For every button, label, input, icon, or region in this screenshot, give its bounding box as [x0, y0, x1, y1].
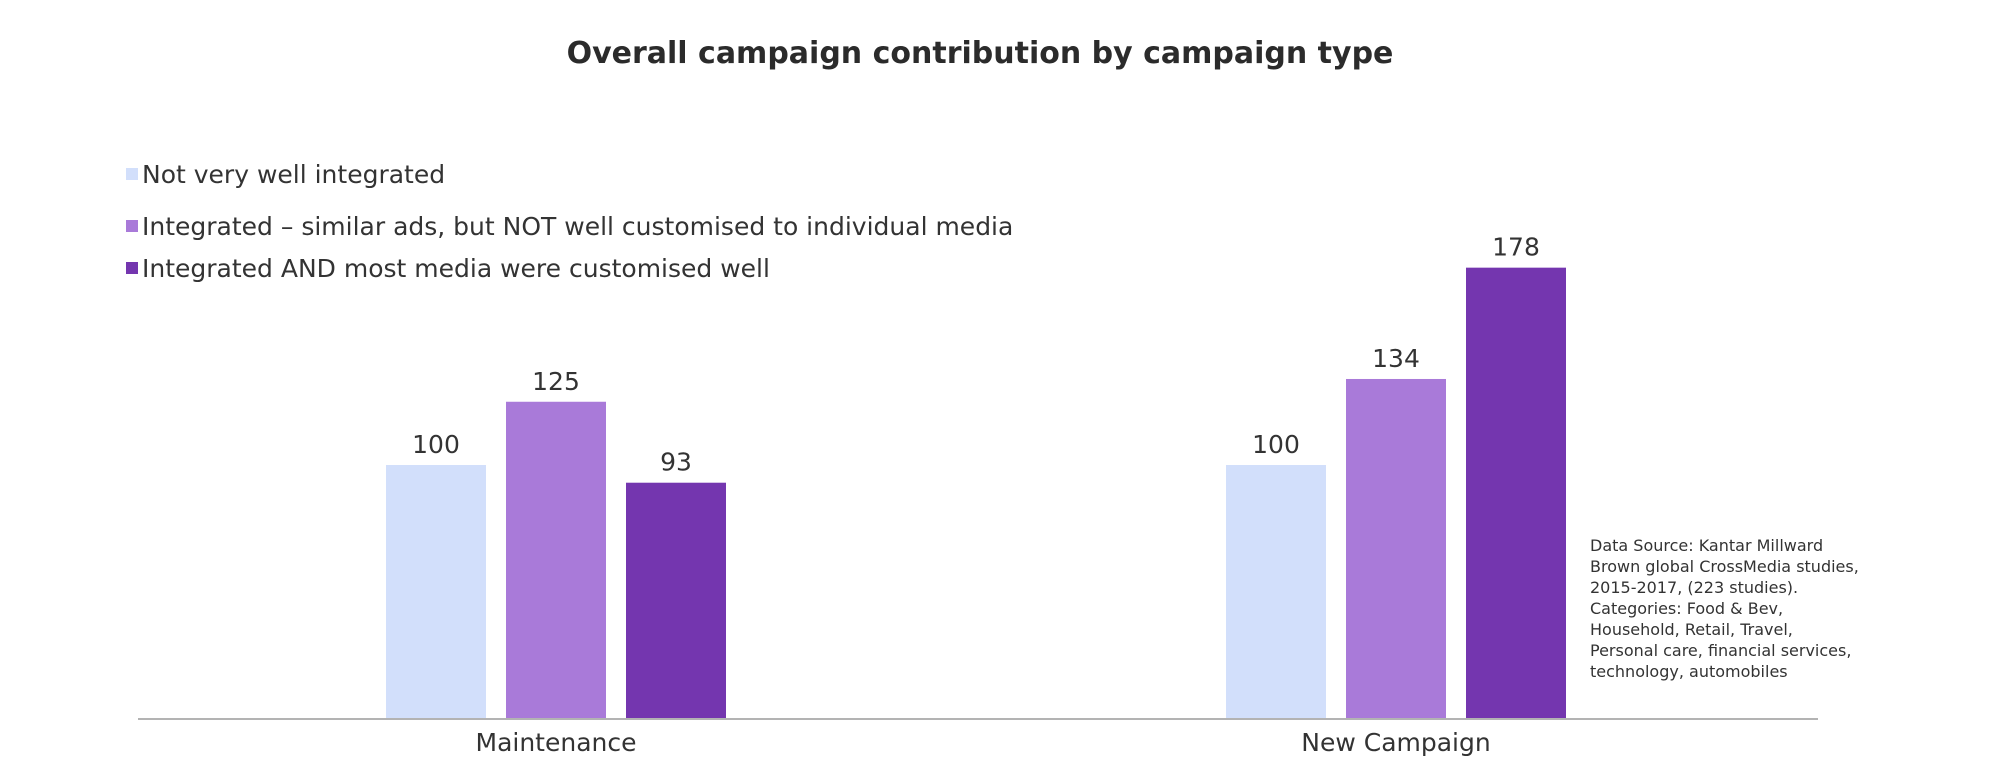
- bar-new-campaign-series-3: [1466, 267, 1566, 718]
- legend-item-integrated-similar: Integrated – similar ads, but NOT well c…: [126, 212, 1013, 241]
- source-line: technology, automobiles: [1590, 662, 1788, 681]
- legend-swatch-integrated-similar: [126, 220, 138, 232]
- bar-maintenance-series-3: [626, 482, 726, 718]
- source-line: Data Source: Kantar Millward: [1590, 536, 1824, 555]
- category-label-new-campaign: New Campaign: [1301, 728, 1490, 757]
- legend-swatch-integrated-customised: [126, 262, 138, 274]
- bar-maintenance-series-2: [506, 401, 606, 718]
- data-label-maintenance-series-3: 93: [660, 448, 692, 477]
- chart-title: Overall campaign contribution by campaig…: [566, 36, 1394, 71]
- data-label-new-campaign-series-3: 178: [1492, 233, 1540, 262]
- data-source-note: Data Source: Kantar Millward Brown globa…: [1590, 535, 1890, 682]
- legend-item-not-integrated: Not very well integrated: [126, 160, 445, 189]
- category-label-maintenance: Maintenance: [476, 728, 637, 757]
- source-line: Household, Retail, Travel,: [1590, 620, 1793, 639]
- data-label-new-campaign-series-2: 134: [1372, 344, 1420, 373]
- legend-label-integrated-similar: Integrated – similar ads, but NOT well c…: [142, 212, 1014, 241]
- bar-new-campaign-series-1: [1226, 465, 1326, 718]
- bar-new-campaign-series-2: [1346, 378, 1446, 718]
- legend-label-integrated-customised: Integrated AND most media were customise…: [142, 254, 770, 283]
- legend-label-not-integrated: Not very well integrated: [142, 160, 446, 189]
- data-label-new-campaign-series-1: 100: [1252, 430, 1300, 459]
- bar-maintenance-series-1: [386, 465, 486, 718]
- source-line: Categories: Food & Bev,: [1590, 599, 1784, 618]
- legend-item-integrated-customised: Integrated AND most media were customise…: [126, 254, 770, 283]
- source-line: Personal care, financial services,: [1590, 641, 1852, 660]
- source-line: Brown global CrossMedia studies,: [1590, 557, 1859, 576]
- data-label-maintenance-series-2: 125: [532, 367, 580, 396]
- source-line: 2015-2017, (223 studies).: [1590, 578, 1799, 597]
- legend-swatch-not-integrated: [126, 168, 138, 180]
- data-label-maintenance-series-1: 100: [412, 430, 460, 459]
